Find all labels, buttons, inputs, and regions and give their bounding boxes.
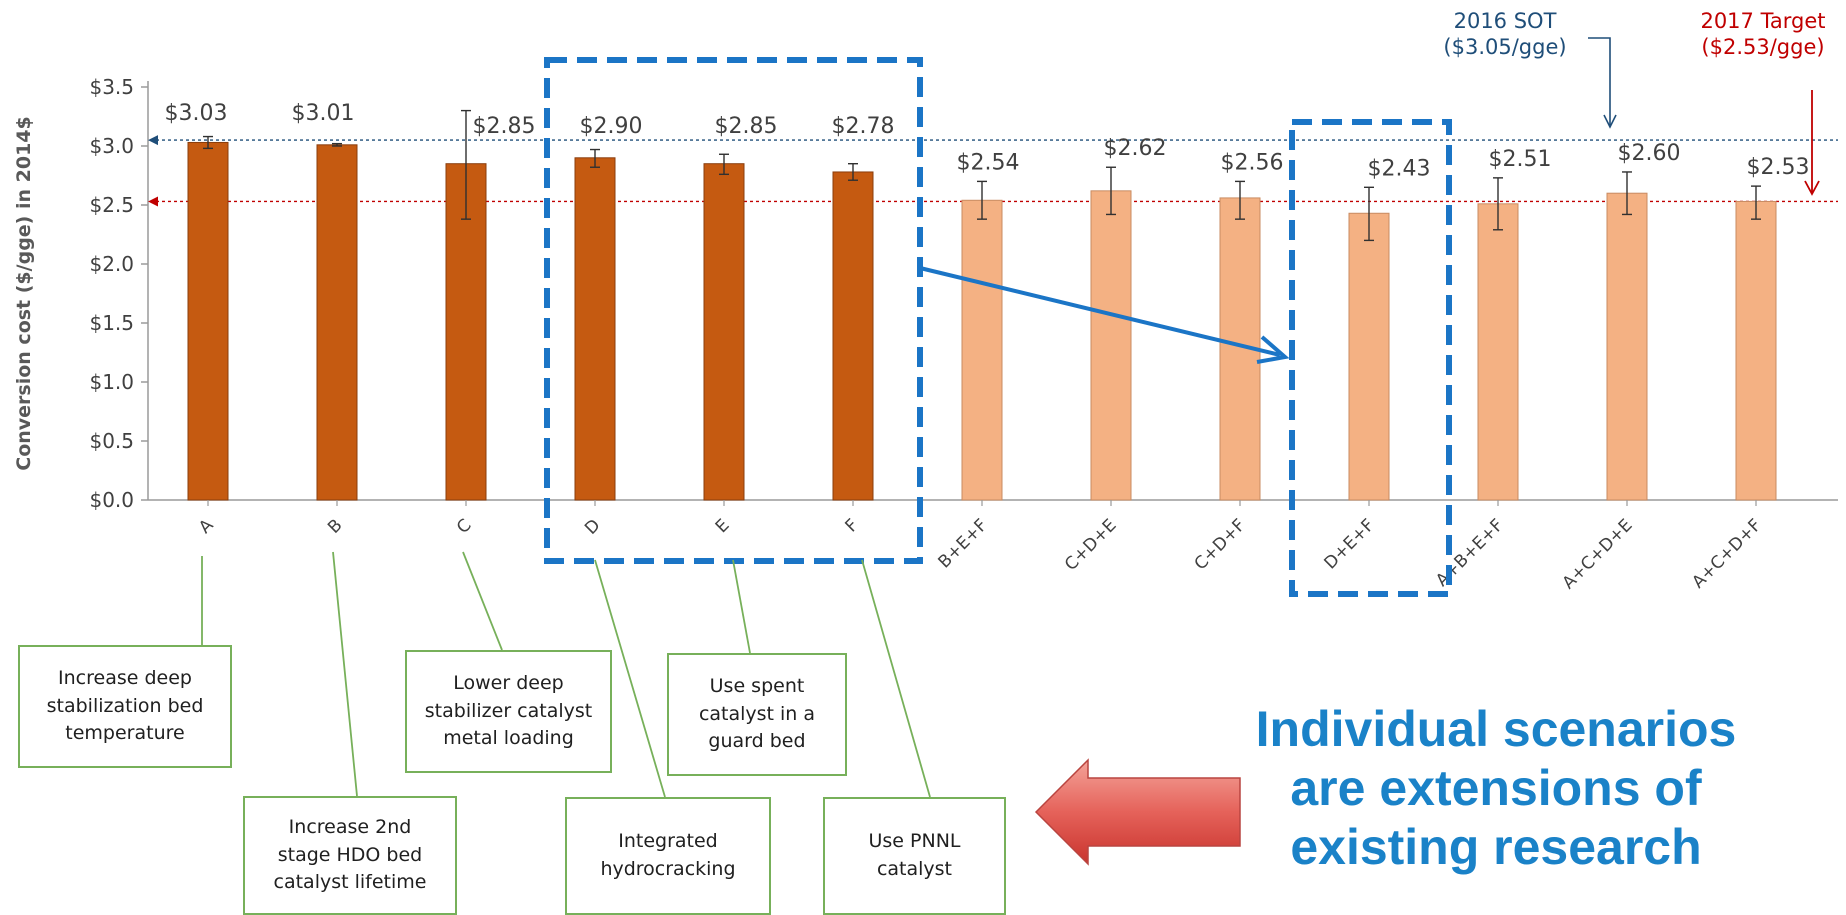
- highlight-box-combined: [1289, 119, 1452, 597]
- scenario-note-b: Increase 2nd stage HDO bed catalyst life…: [243, 796, 457, 915]
- x-tick-label: A+B+E+F: [1432, 515, 1507, 590]
- y-tick-label: $2.5: [89, 193, 134, 217]
- chart-axes: $0.0 $0.5 $1.0 $1.5 $2.0 $2.5 $3.0 $3.5 Conversi…: [13, 75, 1838, 512]
- data-label: $2.54: [957, 150, 1020, 175]
- data-label: $2.53: [1747, 155, 1810, 180]
- y-tick-label: $1.0: [89, 370, 134, 394]
- bar: [832, 171, 874, 501]
- x-tick-label: D+E+F: [1320, 515, 1378, 573]
- x-tick-label: C: [453, 515, 476, 538]
- bar: [1477, 203, 1519, 501]
- x-tick-label: A+C+D+E: [1559, 515, 1637, 593]
- y-tick-label: $0.5: [89, 429, 134, 453]
- connector-arrow-head-icon: [1256, 335, 1290, 364]
- leader-line-d: [594, 559, 666, 798]
- x-tick-label: D: [581, 515, 604, 538]
- data-label: $2.51: [1489, 147, 1552, 172]
- leader-line-e: [732, 559, 751, 654]
- data-label: $2.90: [580, 114, 643, 139]
- bar: [316, 144, 358, 501]
- scenario-note-a: Increase deep stabilization bed temperat…: [18, 645, 232, 768]
- scenario-note-f: Use PNNL catalyst: [823, 797, 1006, 915]
- target-left-arrow-icon: [148, 196, 158, 207]
- note-leader-lines: [201, 551, 931, 798]
- x-tick-label: B: [324, 515, 346, 537]
- data-label: $2.56: [1221, 150, 1284, 175]
- sot-label: 2016 SOT ($3.05/gge): [1443, 9, 1567, 60]
- sot-pointer-line: [1588, 37, 1611, 125]
- x-tick-labels: A B C D E F B+E+F C+D+E C+D+F D+E+F A+B+E+F A+C+D+E…: [195, 500, 1766, 593]
- data-label: $3.01: [292, 101, 355, 126]
- y-tick-label: $2.0: [89, 252, 134, 276]
- x-tick-label: A: [195, 515, 218, 538]
- callout-text: Individual scenarios are extensions of e…: [1255, 701, 1737, 875]
- error-bars: [203, 109, 1761, 242]
- y-tick-label: $3.0: [89, 134, 134, 158]
- leader-line-c: [462, 551, 503, 651]
- x-tick-label: E: [712, 515, 734, 537]
- y-axis-label: Conversion cost ($/gge) in 2014$: [13, 116, 35, 471]
- sot-left-arrow-icon: [148, 135, 158, 146]
- bar: [187, 141, 229, 501]
- x-tick-label: C+D+F: [1191, 515, 1250, 574]
- x-tick-label: B+E+F: [934, 515, 991, 572]
- bar: [1735, 200, 1777, 501]
- y-tick-label: $3.5: [89, 75, 134, 99]
- scenario-note-e: Use spent catalyst in a guard bed: [667, 653, 847, 776]
- scenario-note-d: Integrated hydrocracking: [565, 797, 771, 915]
- y-tick-label: $0.0: [89, 488, 134, 512]
- bar-series: [187, 141, 1777, 501]
- scenario-note-c: Lower deep stabilizer catalyst metal loa…: [405, 650, 612, 773]
- bar: [574, 157, 616, 501]
- bar: [1606, 192, 1648, 501]
- x-tick-label: A+C+D+F: [1688, 515, 1765, 592]
- data-label: $2.62: [1104, 136, 1167, 161]
- bar: [1348, 212, 1390, 501]
- leader-line-b: [332, 551, 358, 797]
- callout-arrow-icon: [1034, 758, 1241, 866]
- data-label: $2.78: [832, 114, 895, 139]
- bar: [703, 163, 745, 501]
- data-label: $3.03: [165, 101, 228, 126]
- data-label: $2.60: [1618, 141, 1681, 166]
- x-tick-label: C+D+E: [1061, 515, 1121, 575]
- target-pointer-arrow-icon: [1804, 180, 1820, 196]
- sot-pointer-arrow-icon: [1603, 114, 1617, 129]
- data-label: $2.43: [1368, 156, 1431, 181]
- data-label: $2.85: [715, 114, 778, 139]
- target-label: 2017 Target ($2.53/gge): [1700, 9, 1826, 60]
- leader-line-f: [861, 559, 931, 798]
- y-tick-label: $1.5: [89, 311, 134, 335]
- connector-arrow-line: [919, 266, 1281, 357]
- bar: [961, 199, 1003, 501]
- x-tick-label: F: [841, 515, 862, 536]
- data-labels: $3.03 $3.01 $2.85 $2.90 $2.85 $2.78 $2.54 $2.62…: [165, 101, 1810, 181]
- bar: [1090, 190, 1132, 501]
- data-label: $2.85: [473, 114, 536, 139]
